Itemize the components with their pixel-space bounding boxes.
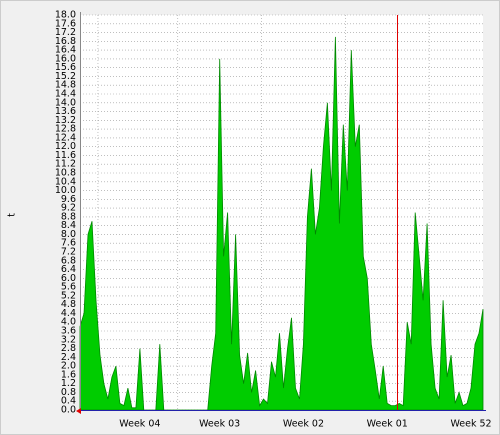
y-tick-label: 5.2 <box>61 290 76 301</box>
y-tick-label: 12.4 <box>55 132 76 143</box>
x-tick-label: Week 04 <box>119 419 160 430</box>
y-tick-label: 0.4 <box>61 396 76 407</box>
y-tick-label: 18.0 <box>55 10 76 21</box>
y-tick-label: 16.0 <box>55 53 76 64</box>
y-tick-label: 3.2 <box>61 334 76 345</box>
y-tick-label: 15.2 <box>55 71 76 82</box>
y-tick-label: 0.8 <box>61 387 76 398</box>
y-axis-label: t <box>7 213 18 217</box>
y-tick-label: 11.2 <box>55 159 76 170</box>
y-tick-label: 8.0 <box>61 229 76 240</box>
y-tick-label: 14.0 <box>55 97 76 108</box>
y-tick-label: 12.8 <box>55 124 76 135</box>
y-tick-label: 17.2 <box>55 27 76 38</box>
y-tick-label: 8.8 <box>61 211 76 222</box>
y-tick-label: 2.4 <box>61 352 76 363</box>
y-tick-label: 10.4 <box>55 176 76 187</box>
y-tick-label: 15.6 <box>55 62 76 73</box>
y-tick-label: 8.4 <box>61 220 76 231</box>
y-tick-label: 7.6 <box>61 238 76 249</box>
y-tick-label: 9.2 <box>61 203 76 214</box>
y-tick-label: 9.6 <box>61 194 76 205</box>
x-tick-label: Week 52 <box>450 419 491 430</box>
x-tick-label: Week 03 <box>199 419 240 430</box>
y-tick-label: 0.0 <box>61 405 76 416</box>
labels: 0.00.40.81.21.62.02.42.83.23.64.04.44.85… <box>55 10 492 430</box>
y-tick-label: 14.4 <box>55 89 76 100</box>
y-tick-label: 16.8 <box>55 36 76 47</box>
y-tick-label: 4.4 <box>61 308 76 319</box>
y-tick-label: 16.4 <box>55 45 76 56</box>
y-tick-label: 14.8 <box>55 80 76 91</box>
y-tick-label: 11.6 <box>55 150 76 161</box>
axis-arrow <box>76 408 81 414</box>
y-tick-label: 1.2 <box>61 378 76 389</box>
y-tick-label: 3.6 <box>61 326 76 337</box>
y-tick-label: 13.6 <box>55 106 76 117</box>
y-tick-label: 10.8 <box>55 168 76 179</box>
y-tick-label: 2.8 <box>61 343 76 354</box>
y-tick-label: 6.4 <box>61 264 76 275</box>
y-tick-label: 17.6 <box>55 18 76 29</box>
y-tick-label: 12.0 <box>55 141 76 152</box>
y-tick-label: 2.0 <box>61 361 76 372</box>
x-tick-label: Week 02 <box>283 419 324 430</box>
y-tick-label: 4.8 <box>61 299 76 310</box>
y-tick-label: 13.2 <box>55 115 76 126</box>
y-tick-label: 10.0 <box>55 185 76 196</box>
y-tick-label: 4.0 <box>61 317 76 328</box>
y-tick-label: 6.0 <box>61 273 76 284</box>
y-tick-label: 1.6 <box>61 369 76 380</box>
y-tick-label: 6.8 <box>61 255 76 266</box>
x-tick-label: Week 01 <box>367 419 408 430</box>
y-tick-label: 5.6 <box>61 282 76 293</box>
grid <box>80 14 483 411</box>
y-tick-label: 7.2 <box>61 247 76 258</box>
